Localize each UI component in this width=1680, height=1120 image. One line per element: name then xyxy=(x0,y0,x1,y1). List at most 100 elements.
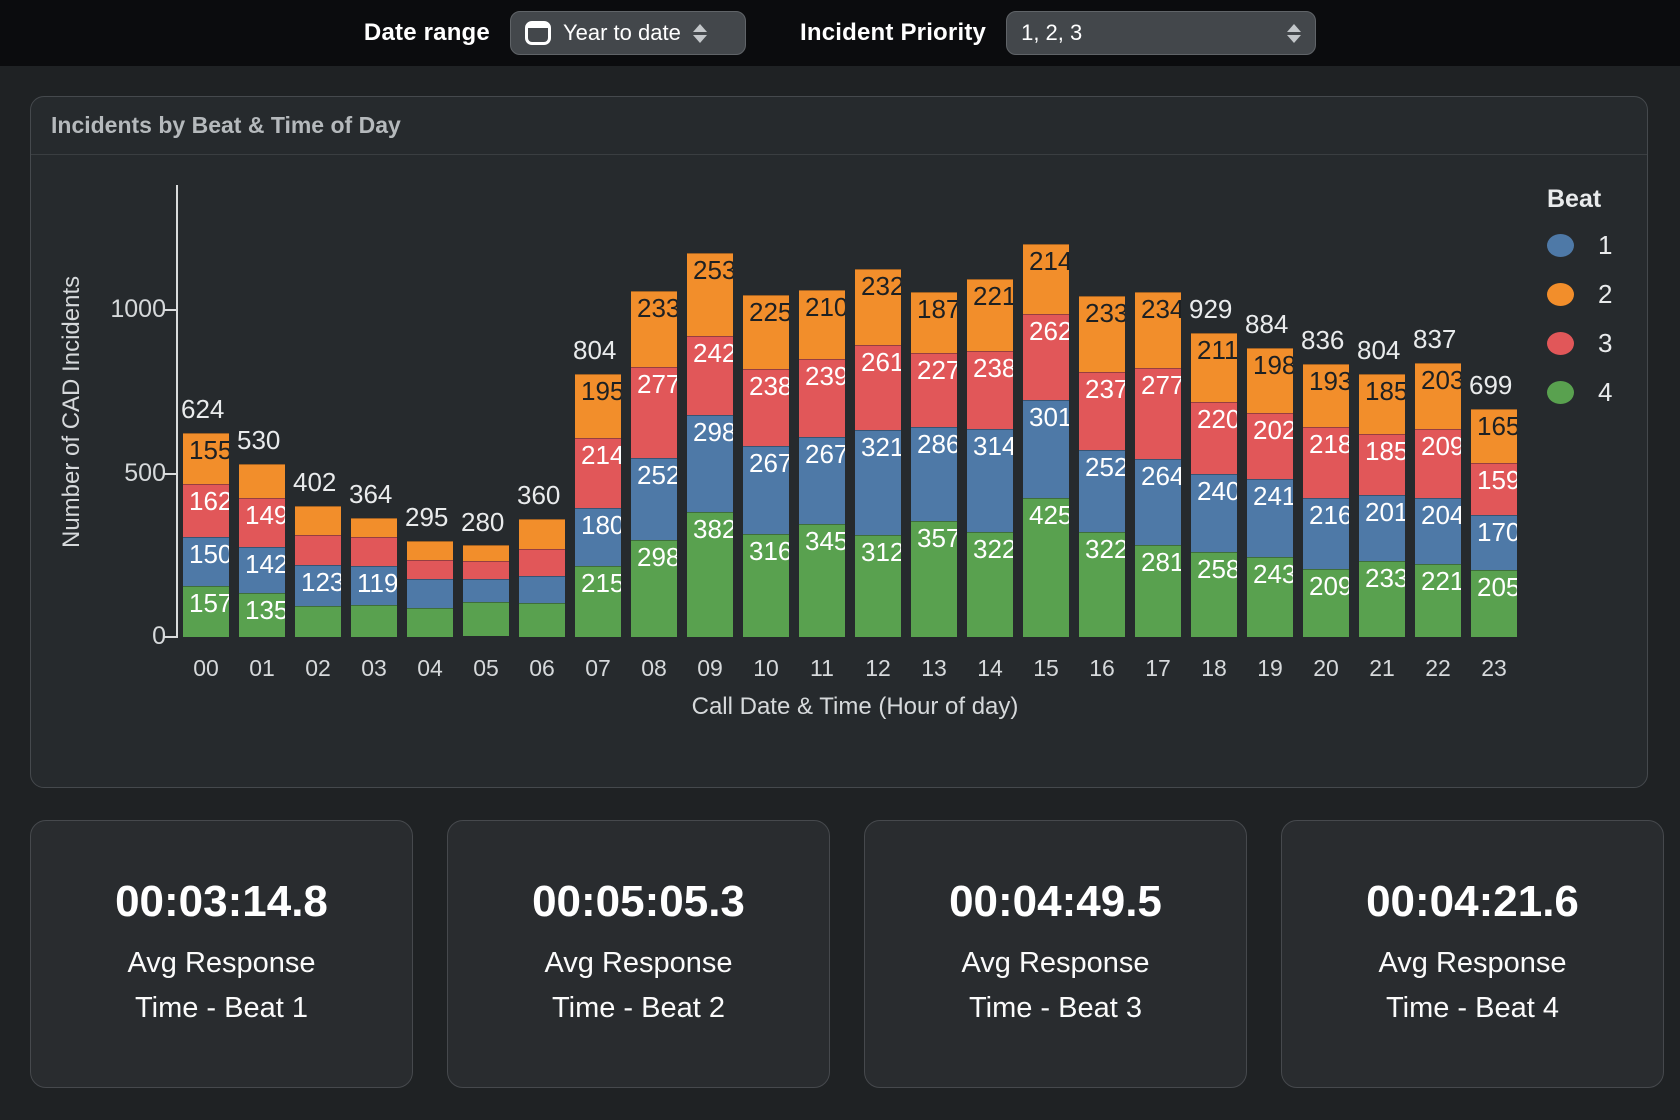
bar-segment-beat-2[interactable]: 221 xyxy=(967,279,1013,352)
bar-segment-beat-1[interactable]: 170 xyxy=(1471,514,1517,571)
bar-segment-beat-3[interactable]: 238 xyxy=(743,368,789,447)
bar-segment-beat-4[interactable]: 322 xyxy=(1079,531,1125,638)
date-range-select[interactable]: Year to date xyxy=(509,11,746,55)
bar-segment-beat-4[interactable]: 221 xyxy=(1415,564,1461,637)
bar-segment-beat-1[interactable]: 201 xyxy=(1359,494,1405,561)
bar-segment-beat-3[interactable] xyxy=(519,549,565,576)
bar-segment-beat-4[interactable]: 322 xyxy=(967,531,1013,637)
bar-segment-beat-4[interactable] xyxy=(407,607,453,638)
bar-segment-beat-2[interactable]: 193 xyxy=(1303,364,1349,428)
bar-segment-beat-1[interactable]: 180 xyxy=(575,507,621,567)
bar-segment-beat-3[interactable]: 262 xyxy=(1023,313,1069,400)
bar-segment-beat-4[interactable]: 258 xyxy=(1191,552,1237,637)
bar-segment-beat-2[interactable]: 198 xyxy=(1247,348,1293,413)
legend-item-beat-3[interactable]: 3 xyxy=(1547,328,1647,359)
bar-segment-beat-2[interactable]: 253 xyxy=(687,253,733,336)
bar-segment-beat-1[interactable] xyxy=(407,578,453,608)
bar-segment-beat-4[interactable] xyxy=(351,604,397,637)
bar-segment-beat-3[interactable]: 277 xyxy=(631,367,677,458)
bar-segment-beat-1[interactable]: 150 xyxy=(183,536,229,586)
bar-segment-beat-1[interactable]: 264 xyxy=(1135,458,1181,546)
bar-segment-beat-4[interactable]: 205 xyxy=(1471,570,1517,638)
bar-segment-beat-2[interactable]: 225 xyxy=(743,295,789,369)
bar-segment-beat-2[interactable] xyxy=(407,541,453,561)
bar-segment-beat-3[interactable]: 242 xyxy=(687,335,733,415)
bar-segment-beat-4[interactable]: 357 xyxy=(911,520,957,638)
bar-segment-beat-2[interactable]: 195 xyxy=(575,374,621,438)
bar-segment-beat-3[interactable]: 159 xyxy=(1471,462,1517,515)
bar-segment-beat-3[interactable]: 261 xyxy=(855,344,901,431)
bar-segment-beat-3[interactable]: 162 xyxy=(183,483,229,537)
bar-segment-beat-3[interactable]: 214 xyxy=(575,437,621,508)
bar-segment-beat-1[interactable]: 119 xyxy=(351,565,397,605)
bar-segment-beat-1[interactable]: 314 xyxy=(967,428,1013,532)
bar-segment-beat-3[interactable]: 237 xyxy=(1079,372,1125,450)
bar-segment-beat-4[interactable]: 233 xyxy=(1359,560,1405,637)
bar-segment-beat-2[interactable] xyxy=(463,545,509,561)
bar-segment-beat-2[interactable]: 232 xyxy=(855,269,901,345)
bar-segment-beat-4[interactable]: 382 xyxy=(687,512,733,637)
bar-segment-beat-4[interactable]: 345 xyxy=(799,523,845,637)
bar-segment-beat-1[interactable]: 204 xyxy=(1415,497,1461,565)
bar-segment-beat-1[interactable]: 301 xyxy=(1023,399,1069,498)
bar-segment-beat-4[interactable]: 281 xyxy=(1135,545,1181,638)
bar-segment-beat-2[interactable]: 211 xyxy=(1191,333,1237,402)
incident-priority-select[interactable]: 1, 2, 3 xyxy=(1006,11,1317,55)
bar-segment-beat-2[interactable] xyxy=(239,464,285,498)
bar-segment-beat-4[interactable]: 312 xyxy=(855,535,901,637)
bar-segment-beat-1[interactable] xyxy=(519,575,565,604)
bar-segment-beat-3[interactable] xyxy=(463,560,509,580)
bar-segment-beat-2[interactable]: 155 xyxy=(183,433,229,484)
bar-segment-beat-4[interactable]: 243 xyxy=(1247,557,1293,637)
bar-segment-beat-1[interactable]: 321 xyxy=(855,430,901,536)
bar-segment-beat-1[interactable]: 240 xyxy=(1191,473,1237,553)
bar-segment-beat-4[interactable]: 209 xyxy=(1303,568,1349,638)
bar-segment-beat-3[interactable]: 239 xyxy=(799,358,845,437)
bar-segment-beat-2[interactable] xyxy=(519,519,565,550)
bar-segment-beat-4[interactable]: 215 xyxy=(575,566,621,637)
bar-segment-beat-2[interactable]: 234 xyxy=(1135,292,1181,369)
bar-segment-beat-2[interactable]: 187 xyxy=(911,292,957,354)
bar-segment-beat-2[interactable] xyxy=(351,518,397,538)
bar-segment-beat-1[interactable] xyxy=(463,579,509,603)
bar-segment-beat-3[interactable]: 202 xyxy=(1247,412,1293,479)
bar-segment-beat-1[interactable]: 267 xyxy=(743,446,789,534)
legend-item-beat-2[interactable]: 2 xyxy=(1547,279,1647,310)
bar-segment-beat-4[interactable]: 425 xyxy=(1023,497,1069,637)
bar-segment-beat-2[interactable] xyxy=(295,506,341,535)
bar-segment-beat-3[interactable]: 209 xyxy=(1415,429,1461,498)
bar-segment-beat-3[interactable] xyxy=(351,537,397,566)
bar-segment-beat-3[interactable]: 149 xyxy=(239,497,285,547)
bar-segment-beat-1[interactable]: 267 xyxy=(799,436,845,524)
bar-segment-beat-4[interactable] xyxy=(463,602,509,637)
bar-segment-beat-2[interactable]: 233 xyxy=(1079,296,1125,373)
bar-segment-beat-3[interactable]: 185 xyxy=(1359,434,1405,495)
bar-segment-beat-2[interactable]: 233 xyxy=(631,291,677,368)
bar-segment-beat-2[interactable]: 203 xyxy=(1415,363,1461,430)
bar-segment-beat-4[interactable]: 157 xyxy=(183,585,229,637)
bar-segment-beat-1[interactable]: 123 xyxy=(295,565,341,606)
bar-segment-beat-3[interactable]: 218 xyxy=(1303,427,1349,499)
legend-item-beat-4[interactable]: 4 xyxy=(1547,377,1647,408)
bar-segment-beat-1[interactable]: 286 xyxy=(911,427,957,521)
bar-segment-beat-1[interactable]: 298 xyxy=(687,414,733,513)
bar-segment-beat-3[interactable] xyxy=(295,534,341,566)
bar-segment-beat-4[interactable]: 316 xyxy=(743,533,789,637)
bar-segment-beat-2[interactable]: 210 xyxy=(799,290,845,359)
bar-segment-beat-4[interactable] xyxy=(295,605,341,638)
bar-segment-beat-1[interactable]: 252 xyxy=(1079,449,1125,532)
bar-segment-beat-4[interactable]: 135 xyxy=(239,593,285,638)
bar-segment-beat-3[interactable]: 227 xyxy=(911,353,957,428)
bar-segment-beat-1[interactable]: 252 xyxy=(631,457,677,540)
bar-segment-beat-3[interactable]: 238 xyxy=(967,351,1013,429)
bar-segment-beat-4[interactable]: 298 xyxy=(631,540,677,638)
bar-segment-beat-3[interactable]: 220 xyxy=(1191,401,1237,474)
bar-segment-beat-2[interactable]: 214 xyxy=(1023,244,1069,314)
bar-segment-beat-4[interactable] xyxy=(519,603,565,637)
bar-segment-beat-3[interactable]: 277 xyxy=(1135,368,1181,459)
bar-segment-beat-2[interactable]: 165 xyxy=(1471,409,1517,463)
legend-item-beat-1[interactable]: 1 xyxy=(1547,230,1647,261)
bar-segment-beat-2[interactable]: 185 xyxy=(1359,374,1405,435)
bar-segment-beat-3[interactable] xyxy=(407,560,453,579)
bar-segment-beat-1[interactable]: 216 xyxy=(1303,498,1349,569)
